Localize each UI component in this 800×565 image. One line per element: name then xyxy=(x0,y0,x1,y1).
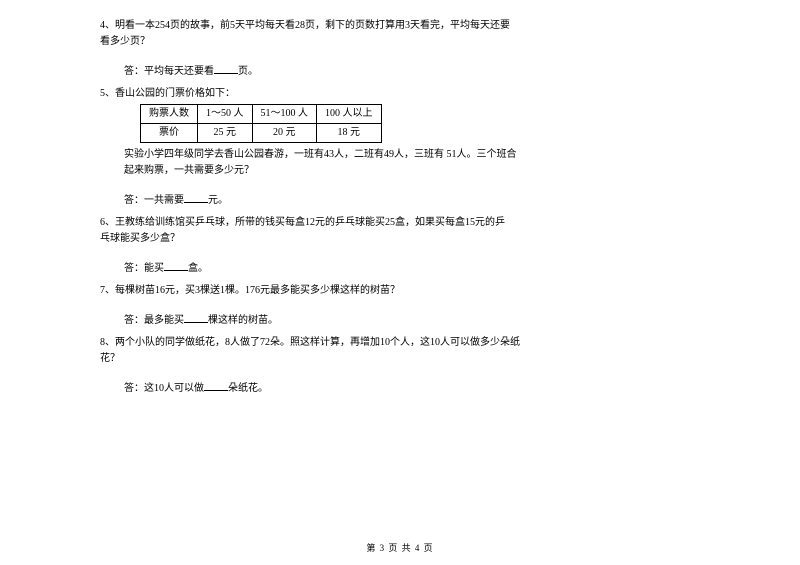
ticket-price-table: 购票人数 1～50 人 51～100 人 100 人以上 票价 25 元 20 … xyxy=(140,104,382,143)
q7-line1: 7、每棵树苗16元，买3棵送1棵。176元最多能买多少棵这样的树苗？ xyxy=(100,283,700,299)
question-7: 7、每棵树苗16元，买3棵送1棵。176元最多能买多少棵这样的树苗？ 答：最多能… xyxy=(100,283,700,329)
q6-answer: 答：能买 盒。 xyxy=(100,261,700,277)
q7-ans-suffix: 棵这样的树苗。 xyxy=(208,315,278,326)
q8-ans-suffix: 朵纸花。 xyxy=(228,383,268,394)
q6-ans-suffix: 盒。 xyxy=(188,263,208,274)
question-8: 8、两个小队的同学做纸花，8人做了72朵。照这样计算，再增加10个人，这10人可… xyxy=(100,335,700,397)
q8-blank[interactable] xyxy=(204,382,228,391)
q7-answer: 答：最多能买 棵这样的树苗。 xyxy=(100,313,700,329)
q8-answer: 答：这10人可以做 朵纸花。 xyxy=(100,381,700,397)
table-row: 购票人数 1～50 人 51～100 人 100 人以上 xyxy=(141,105,382,124)
q4-line1: 4、明看一本254页的故事，前5天平均每天看28页，剩下的页数打算用3天看完，平… xyxy=(100,18,700,34)
q4-ans-suffix: 页。 xyxy=(238,66,258,77)
q5-ans-prefix: 答：一共需要 xyxy=(124,195,184,206)
q4-line2: 看多少页？ xyxy=(100,34,700,50)
question-6: 6、王教练给训练馆买乒乓球，所带的钱买每盒12元的乒乓球能买25盒，如果买每盒1… xyxy=(100,215,700,277)
q6-blank[interactable] xyxy=(164,262,188,271)
q5-ans-suffix: 元。 xyxy=(208,195,228,206)
q6-line1: 6、王教练给训练馆买乒乓球，所带的钱买每盒12元的乒乓球能买25盒，如果买每盒1… xyxy=(100,215,700,231)
table-header-cell: 1～50 人 xyxy=(198,105,253,124)
q5-line2: 起来购票，一共需要多少元？ xyxy=(100,163,700,179)
q4-ans-prefix: 答：平均每天还要看 xyxy=(124,66,214,77)
table-cell: 25 元 xyxy=(198,124,253,143)
question-5: 5、香山公园的门票价格如下： 购票人数 1～50 人 51～100 人 100 … xyxy=(100,86,700,209)
table-cell: 18 元 xyxy=(317,124,382,143)
q8-line1: 8、两个小队的同学做纸花，8人做了72朵。照这样计算，再增加10个人，这10人可… xyxy=(100,335,700,351)
q7-blank[interactable] xyxy=(184,314,208,323)
q5-answer: 答：一共需要 元。 xyxy=(100,193,700,209)
question-4: 4、明看一本254页的故事，前5天平均每天看28页，剩下的页数打算用3天看完，平… xyxy=(100,18,700,80)
q6-line2: 乓球能买多少盒？ xyxy=(100,231,700,247)
q5-line1: 实验小学四年级同学去香山公园春游，一班有43人，二班有49人，三班有 51人。三… xyxy=(100,147,700,163)
table-header-cell: 51～100 人 xyxy=(252,105,317,124)
q5-title: 5、香山公园的门票价格如下： xyxy=(100,86,700,102)
table-header-cell: 100 人以上 xyxy=(317,105,382,124)
table-cell: 票价 xyxy=(141,124,198,143)
q4-blank[interactable] xyxy=(214,65,238,74)
table-cell: 20 元 xyxy=(252,124,317,143)
q8-ans-prefix: 答：这10人可以做 xyxy=(124,383,204,394)
table-row: 票价 25 元 20 元 18 元 xyxy=(141,124,382,143)
page-footer: 第 3 页 共 4 页 xyxy=(0,541,800,555)
table-header-cell: 购票人数 xyxy=(141,105,198,124)
q4-answer: 答：平均每天还要看 页。 xyxy=(100,64,700,80)
q8-line2: 花？ xyxy=(100,351,700,367)
q5-blank[interactable] xyxy=(184,194,208,203)
q7-ans-prefix: 答：最多能买 xyxy=(124,315,184,326)
q6-ans-prefix: 答：能买 xyxy=(124,263,164,274)
